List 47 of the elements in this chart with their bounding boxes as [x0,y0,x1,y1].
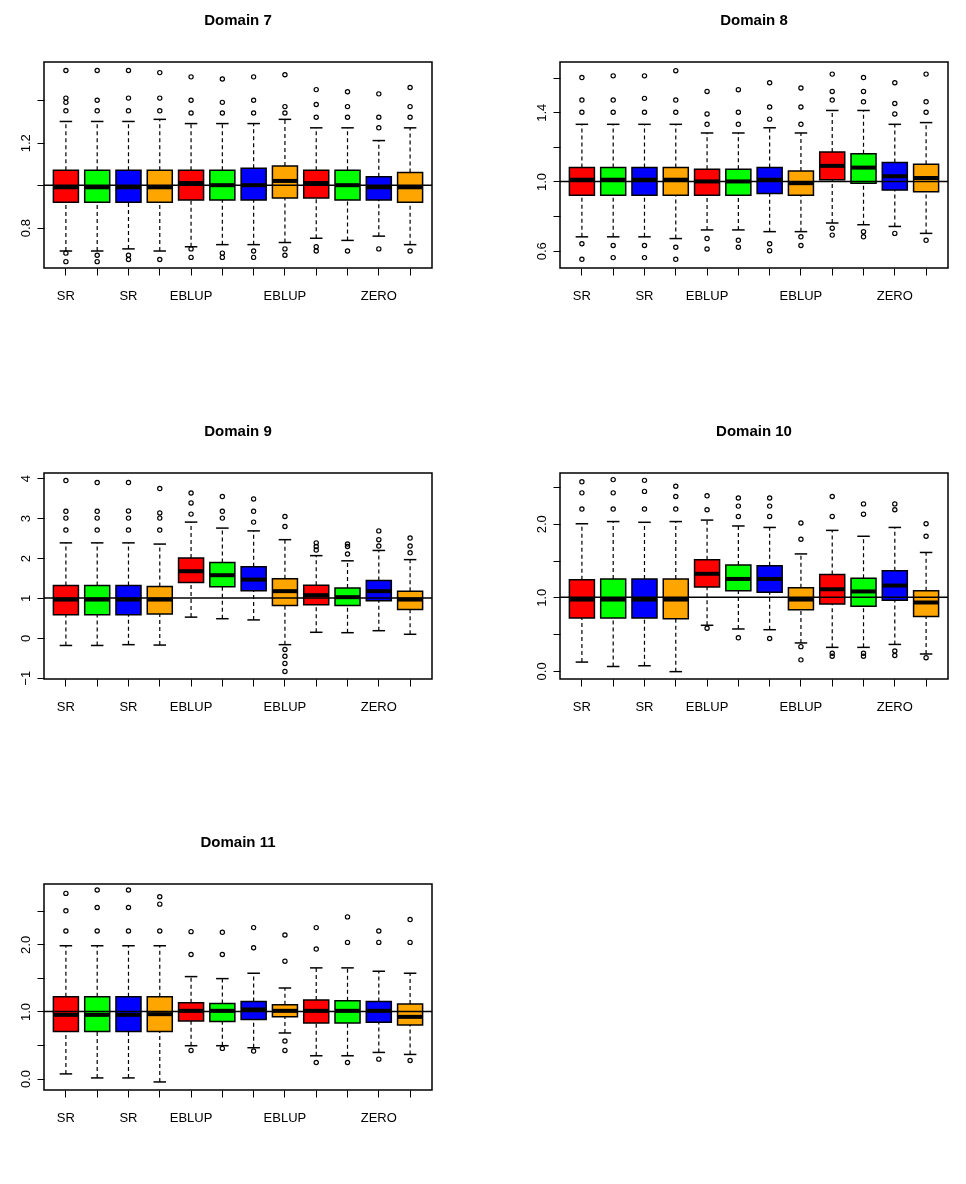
y-tick-label: 3 [17,515,33,523]
x-tick-label: EBLUP [779,698,823,714]
y-tick-label: 0.0 [17,1070,33,1089]
y-tick-label: 0.6 [533,242,549,261]
x-tick-label: SR [119,1109,138,1125]
x-tick-label: ZERO [360,698,397,714]
chart-title: Domain 9 [204,422,272,439]
y-tick-label: 2.0 [533,515,549,534]
x-tick-label: EBLUP [169,1109,213,1125]
y-tick-label: 1.2 [17,134,33,153]
x-tick-label: ZERO [876,287,913,303]
chart-title: Domain 7 [204,11,272,28]
y-tick-label: 0.0 [533,662,549,681]
x-tick-label: SR [635,698,654,714]
x-tick-label: SR [119,287,138,303]
chart-title: Domain 11 [200,833,276,850]
x-tick-label: ZERO [360,1109,397,1125]
x-tick-label: SR [572,287,591,303]
y-tick-label: 1.0 [533,172,549,191]
y-tick-label: 1.4 [533,103,549,122]
x-tick-label: EBLUP [779,287,823,303]
chart-title: Domain 8 [720,11,788,28]
x-tick-label: EBLUP [263,698,307,714]
y-tick-label: 0.8 [17,219,33,238]
y-tick-label: 1 [17,594,33,603]
x-tick-label: ZERO [876,698,913,714]
x-tick-label: SR [635,287,654,303]
x-tick-label: EBLUP [263,1109,307,1125]
y-tick-label: 2 [17,554,33,563]
x-tick-label: SR [119,698,138,714]
x-tick-label: EBLUP [685,287,729,303]
x-tick-label: SR [56,287,75,303]
x-tick-label: ZERO [360,287,397,303]
x-tick-label: EBLUP [169,287,213,303]
x-tick-label: EBLUP [169,698,213,714]
y-tick-label: 0 [17,634,33,642]
x-tick-label: EBLUP [263,287,307,303]
x-tick-label: SR [572,698,591,714]
y-tick-label: 4 [17,475,33,483]
y-tick-label: 1.0 [17,1002,33,1022]
y-tick-label: −1 [17,670,33,686]
x-tick-label: SR [56,698,75,714]
chart-title: Domain 10 [716,422,792,439]
y-tick-label: 2.0 [17,935,33,954]
y-tick-label: 1.0 [533,588,549,607]
x-tick-label: EBLUP [685,698,729,714]
x-tick-label: SR [56,1109,75,1125]
